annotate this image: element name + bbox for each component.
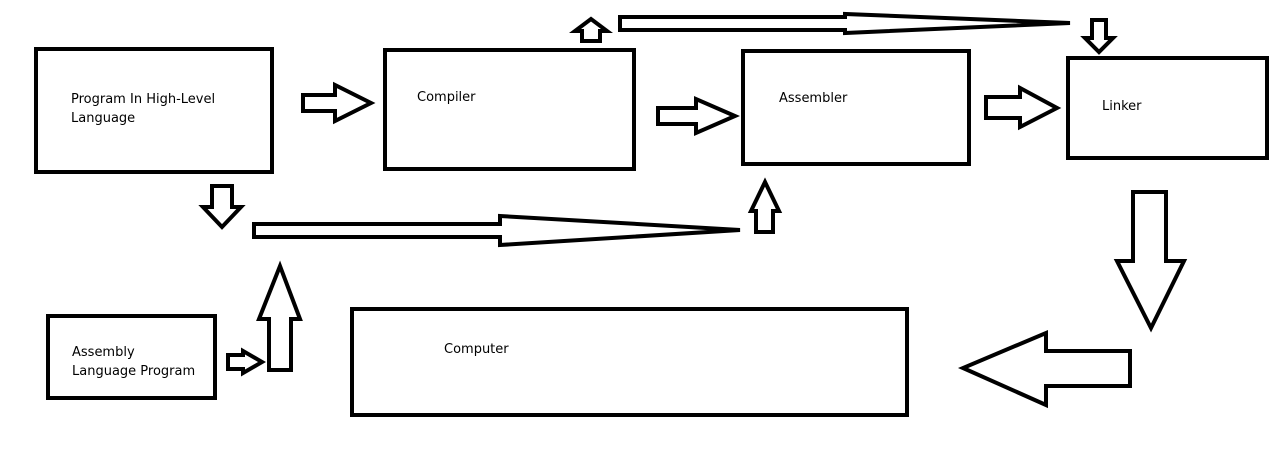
arrow-assembler-to-linker [984, 84, 1062, 131]
node-assembly-program: Assembly Language Program [46, 314, 217, 400]
node-assembly-program-label: Assembly Language Program [72, 345, 196, 379]
arrow-up-into-assembler [747, 177, 783, 234]
node-linker-label: Linker [1102, 99, 1142, 114]
node-assembler-label: Assembler [779, 91, 848, 106]
arrow-up-from-compiler [569, 16, 613, 43]
arrow-into-computer [957, 329, 1132, 409]
arrow-compiler-to-assembler [656, 95, 741, 137]
arrow-assembly-program-right [226, 347, 266, 377]
node-high-level-program-label: Program In High-Level Language [71, 92, 216, 126]
arrow-compiler-bypass-to-linker [618, 11, 1071, 36]
arrow-down-into-linker [1080, 18, 1118, 55]
node-linker: Linker [1066, 56, 1269, 160]
arrow-assembly-program-up [256, 260, 303, 372]
node-computer: Computer [350, 307, 909, 417]
arrow-down-from-high-level [198, 184, 246, 230]
arrow-high-level-to-compiler [301, 81, 376, 125]
node-compiler-label: Compiler [417, 90, 476, 105]
arrow-high-level-bypass-to-assembler [252, 213, 741, 248]
node-high-level-program: Program In High-Level Language [34, 47, 274, 174]
arrow-linker-down [1113, 190, 1188, 333]
node-assembler: Assembler [741, 49, 971, 166]
node-computer-label: Computer [444, 342, 509, 357]
node-compiler: Compiler [383, 48, 636, 171]
